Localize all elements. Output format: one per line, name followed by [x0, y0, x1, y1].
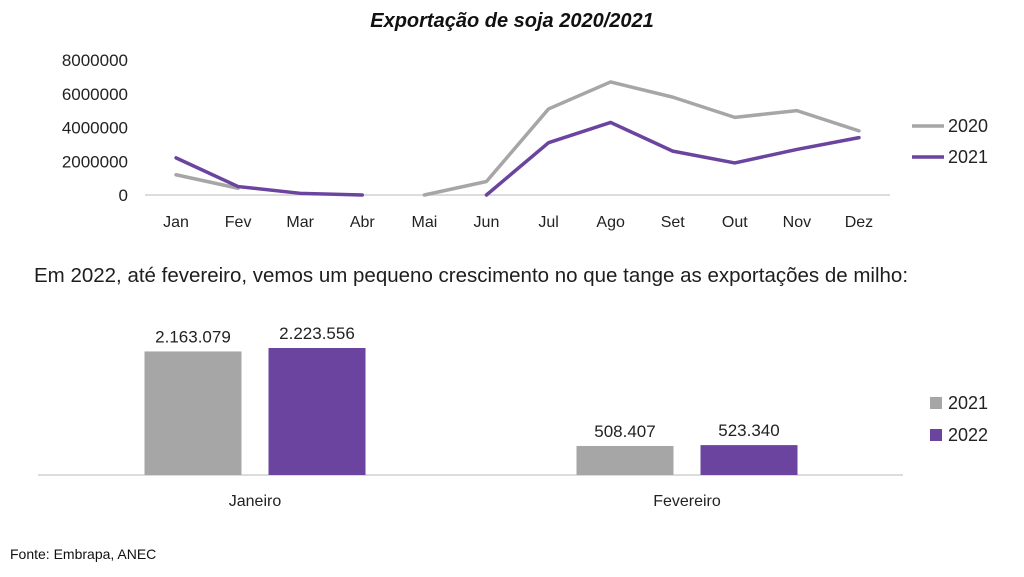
x-tick-label: Abr — [350, 214, 376, 231]
y-tick-label: 4000000 — [62, 119, 128, 138]
bar-value-label: 508.407 — [594, 422, 655, 441]
summary-paragraph: Em 2022, até fevereiro, vemos um pequeno… — [34, 264, 909, 287]
line-chart-title: Exportação de soja 2020/2021 — [370, 10, 654, 32]
x-tick-label: Mar — [286, 214, 314, 231]
x-tick-label: Dez — [845, 214, 873, 231]
series-line-2020 — [174, 173, 240, 190]
bar-legend-label-2022: 2022 — [948, 425, 988, 445]
series-line-2020 — [422, 80, 861, 197]
legend-label-2021: 2021 — [948, 147, 988, 167]
x-tick-label: Nov — [783, 214, 811, 231]
bar-legend-swatch-2021 — [930, 397, 942, 409]
source-note: Fonte: Embrapa, ANEC — [10, 546, 157, 562]
bar-value-label: 523.340 — [718, 421, 779, 440]
line-chart: 0 2000000 4000000 6000000 8000000 Jan Fev Mar Ab… — [62, 51, 988, 231]
x-tick-label: Jun — [474, 214, 500, 231]
bar-2021-Fevereiro — [576, 445, 674, 475]
series-line-2021 — [484, 120, 861, 197]
y-tick-label: 2000000 — [62, 152, 128, 171]
y-tick-label: 0 — [119, 186, 128, 205]
x-tick-label: Fev — [225, 214, 252, 231]
x-tick-label: Set — [661, 214, 686, 231]
bar-value-label: 2.223.556 — [279, 324, 355, 343]
x-tick-label: Out — [722, 214, 748, 231]
bar-2021-Janeiro — [144, 351, 242, 475]
x-tick-label: Jul — [538, 214, 558, 231]
bar-2022-Janeiro — [268, 348, 366, 475]
bar-chart: 2.163.079 2.223.556 Janeiro 508.407 523.340 F… — [38, 324, 988, 510]
x-tick-label: Mai — [411, 214, 437, 231]
legend-label-2020: 2020 — [948, 116, 988, 136]
bar-legend-label-2021: 2021 — [948, 393, 988, 413]
bar-2022-Fevereiro — [700, 445, 798, 475]
bar-value-label: 2.163.079 — [155, 327, 231, 346]
x-tick-label: Ago — [596, 214, 625, 231]
bar-category-label: Fevereiro — [653, 493, 721, 510]
y-tick-label: 6000000 — [62, 85, 128, 104]
bar-category-label: Janeiro — [229, 493, 282, 510]
series-line-2021 — [174, 156, 365, 197]
y-tick-label: 8000000 — [62, 51, 128, 70]
bar-legend-swatch-2022 — [930, 429, 942, 441]
x-tick-label: Jan — [163, 214, 189, 231]
